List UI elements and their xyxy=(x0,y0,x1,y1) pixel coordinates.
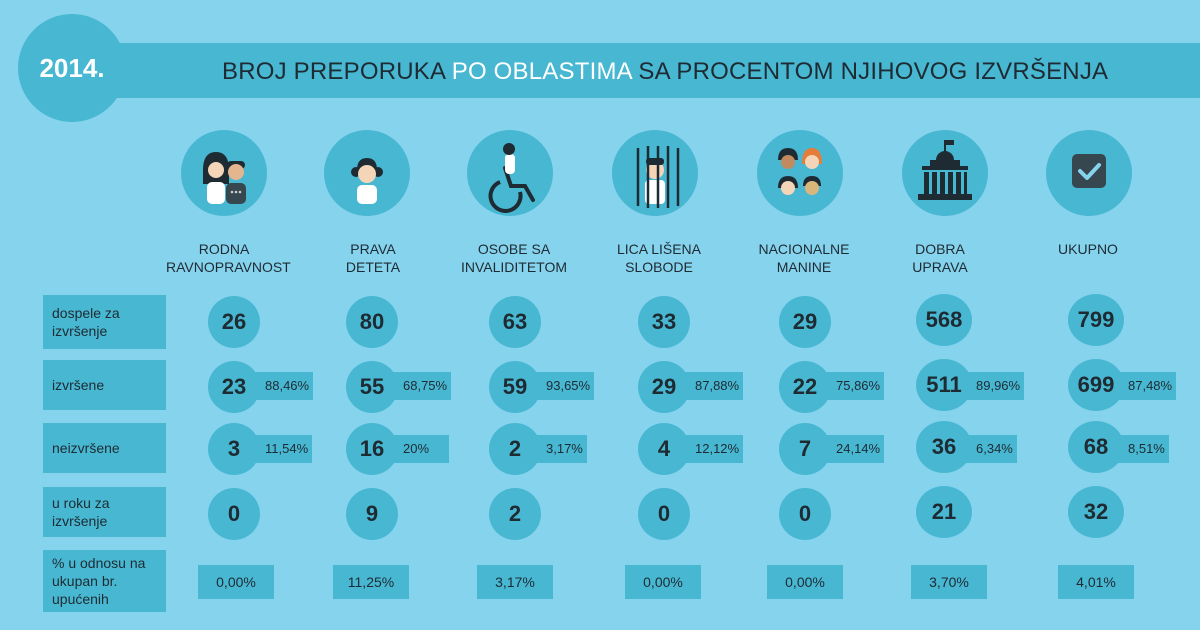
value-neizvrsene-ukupno: 68 xyxy=(1068,421,1124,473)
value-neizvrsene-prava-deteta: 16 xyxy=(346,423,398,475)
pct-neizvrsene-nacionalne: 24,14% xyxy=(826,435,885,463)
value-neizvrsene-dobra-uprava: 36 xyxy=(916,421,972,473)
value-dospele-nacionalne: 29 xyxy=(779,296,831,348)
page-title: BROJ PREPORUKA PO OBLASTIMA SA PROCENTOM… xyxy=(222,58,1108,86)
child-icon xyxy=(324,130,410,216)
couple-icon xyxy=(181,130,267,216)
pct-neizvrsene-prava-deteta: 20% xyxy=(393,435,449,463)
column-label-ukupno: UKUPNO xyxy=(1058,241,1118,257)
row-label-u-roku: u roku za izvršenje xyxy=(43,487,166,537)
value-u-roku-lica-lisena: 0 xyxy=(638,488,690,540)
pct-izvrsene-nacionalne: 75,86% xyxy=(826,372,885,400)
value-dospele-prava-deteta: 80 xyxy=(346,296,398,348)
row-label-neizvrsene: neizvršene xyxy=(43,423,166,473)
value-u-roku-nacionalne: 0 xyxy=(779,488,831,540)
column-label-prava-deteta: PRAVA DETETA xyxy=(345,241,401,275)
value-izvrsene-prava-deteta: 55 xyxy=(346,361,398,413)
value-dospele-dobra-uprava: 568 xyxy=(916,294,972,346)
value-dospele-ukupno: 799 xyxy=(1068,294,1124,346)
pct-upucenih-nacionalne: 0,00% xyxy=(767,565,843,599)
row-label-procenat: % u odnosu na ukupan br. upućenih xyxy=(43,550,166,612)
value-dospele-lica-lisena: 33 xyxy=(638,296,690,348)
prisoner-icon xyxy=(612,130,698,216)
value-dospele-invaliditet: 63 xyxy=(489,296,541,348)
year-badge: 2014. xyxy=(18,14,126,122)
value-izvrsene-lica-lisena: 29 xyxy=(638,361,690,413)
value-u-roku-invaliditet: 2 xyxy=(489,488,541,540)
pct-neizvrsene-invaliditet: 3,17% xyxy=(536,435,587,463)
column-label-rodna: RODNA RAVNOPRAVNOST xyxy=(166,241,291,275)
pct-upucenih-invaliditet: 3,17% xyxy=(477,565,553,599)
value-u-roku-prava-deteta: 9 xyxy=(346,488,398,540)
pct-upucenih-ukupno: 4,01% xyxy=(1058,565,1134,599)
pct-izvrsene-ukupno: 87,48% xyxy=(1118,372,1177,400)
column-label-lica-lisena-slobode: LICA LIŠENA SLOBODE xyxy=(616,241,702,275)
value-izvrsene-ukupno: 699 xyxy=(1068,359,1124,411)
checkbox-icon xyxy=(1046,130,1132,216)
pct-neizvrsene-lica-lisena: 12,12% xyxy=(685,435,744,463)
wheelchair-icon xyxy=(467,130,553,216)
pct-izvrsene-rodna: 88,46% xyxy=(255,372,314,400)
government-building-icon xyxy=(902,130,988,216)
faces-icon xyxy=(757,130,843,216)
pct-neizvrsene-dobra-uprava: 6,34% xyxy=(966,435,1017,463)
value-dospele-rodna: 26 xyxy=(208,296,260,348)
column-label-dobra-uprava: DOBRA UPRAVA xyxy=(912,241,968,275)
column-label-nacionalne-manine: NACIONALNE MANINE xyxy=(758,241,850,275)
row-label-dospele: dospele za izvršenje xyxy=(43,295,166,349)
value-neizvrsene-invaliditet: 2 xyxy=(489,423,541,475)
value-neizvrsene-nacionalne: 7 xyxy=(779,423,831,475)
row-label-izvrsene: izvršene xyxy=(43,360,166,410)
title-part-2: PO OBLASTIMA xyxy=(451,58,632,85)
value-izvrsene-dobra-uprava: 511 xyxy=(916,359,972,411)
pct-izvrsene-invaliditet: 93,65% xyxy=(536,372,595,400)
pct-upucenih-dobra-uprava: 3,70% xyxy=(911,565,987,599)
value-izvrsene-rodna: 23 xyxy=(208,361,260,413)
pct-izvrsene-dobra-uprava: 89,96% xyxy=(966,372,1025,400)
value-u-roku-ukupno: 32 xyxy=(1068,486,1124,538)
value-u-roku-rodna: 0 xyxy=(208,488,260,540)
pct-izvrsene-prava-deteta: 68,75% xyxy=(393,372,452,400)
value-izvrsene-invaliditet: 59 xyxy=(489,361,541,413)
value-izvrsene-nacionalne: 22 xyxy=(779,361,831,413)
value-u-roku-dobra-uprava: 21 xyxy=(916,486,972,538)
title-part-1: BROJ PREPORUKA xyxy=(222,58,452,85)
pct-upucenih-rodna: 0,00% xyxy=(198,565,274,599)
value-neizvrsene-lica-lisena: 4 xyxy=(638,423,690,475)
title-banner xyxy=(95,43,1200,98)
pct-upucenih-prava-deteta: 11,25% xyxy=(333,565,409,599)
pct-neizvrsene-ukupno: 8,51% xyxy=(1118,435,1169,463)
pct-upucenih-lica-lisena: 0,00% xyxy=(625,565,701,599)
column-label-osobe-sa-invaliditetom: OSOBE SA INVALIDITETOM xyxy=(460,241,568,275)
pct-izvrsene-lica-lisena: 87,88% xyxy=(685,372,744,400)
pct-neizvrsene-rodna: 11,54% xyxy=(255,435,313,463)
title-part-3: SA PROCENTOM NJIHOVOG IZVRŠENJA xyxy=(631,58,1109,85)
value-neizvrsene-rodna: 3 xyxy=(208,423,260,475)
